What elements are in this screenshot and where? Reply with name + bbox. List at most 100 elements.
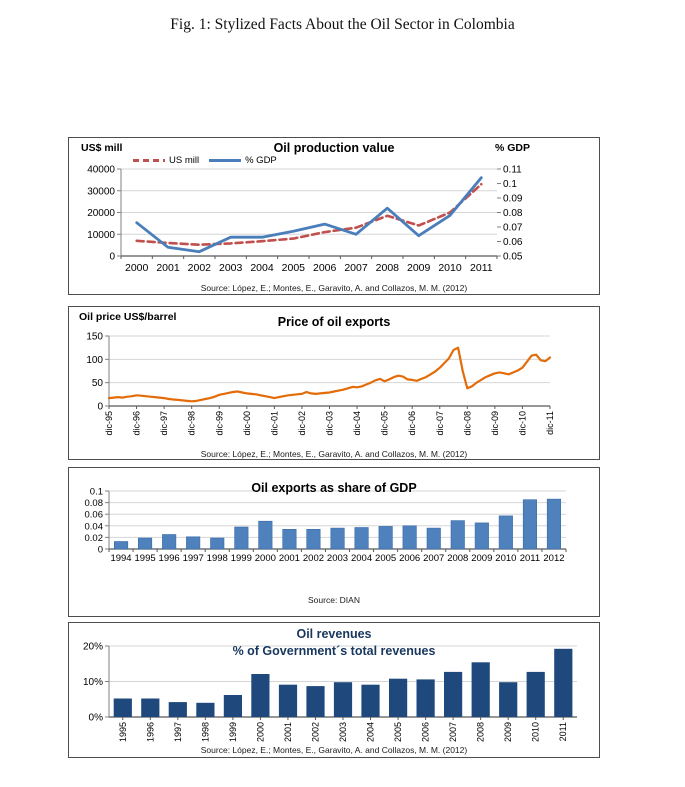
- y-tick-label: 100: [86, 355, 103, 366]
- x-tick-label: 2011: [470, 262, 493, 274]
- x-tick-label: 2007: [344, 262, 368, 274]
- left-axis-title: Oil price US$/barrel: [79, 311, 177, 323]
- x-tick-label: dic-00: [242, 411, 252, 436]
- chart-title: Oil exports as share of GDP: [251, 481, 417, 495]
- y-tick-label: 0: [97, 402, 103, 413]
- x-tick-label: 2005: [282, 262, 306, 274]
- chart-title: Oil revenues: [296, 627, 372, 641]
- y-tick-label: 10000: [87, 230, 115, 241]
- bar: [210, 537, 225, 550]
- bar: [450, 520, 465, 550]
- x-tick-label: 2000: [255, 722, 265, 742]
- bar: [196, 702, 215, 717]
- bar: [223, 695, 242, 717]
- x-tick-label: 1996: [145, 722, 155, 742]
- bar: [361, 684, 380, 717]
- solid-line-swatch: [209, 158, 242, 163]
- legend-item-us-mill: US mill: [133, 155, 199, 166]
- bar: [554, 648, 573, 717]
- x-tick-label: 2005: [375, 553, 396, 564]
- x-tick-label: 2010: [495, 553, 516, 564]
- bar: [162, 534, 177, 550]
- x-tick-label: 2001: [283, 722, 293, 742]
- x-tick-label: 2007: [448, 722, 458, 742]
- y-tick-label: 30000: [87, 186, 115, 197]
- x-tick-label: 1998: [200, 722, 210, 742]
- x-tick-label: dic-98: [187, 411, 197, 436]
- x-tick-label: 1995: [135, 553, 156, 564]
- y-tick-label: 10%: [83, 677, 103, 688]
- bar: [474, 522, 489, 550]
- legend-label: % GDP: [245, 155, 277, 166]
- x-tick-label: 2008: [447, 553, 468, 564]
- x-tick-label: 2006: [313, 262, 337, 274]
- data-series-line: [135, 182, 483, 246]
- y2-tick-label: 0.11: [503, 165, 522, 176]
- panel-oil-production-value: 0 10000 20000 30000 40000 0.05 0.06 0.07 0.08 0.0…: [68, 137, 600, 295]
- bar: [498, 515, 513, 550]
- x-tick-label: 2002: [303, 553, 324, 564]
- source-note: Source: López, E.; Montes, E., Garavito,…: [200, 449, 468, 459]
- bar: [426, 527, 441, 550]
- y-tick-label: 0.04: [85, 521, 104, 532]
- y-tick-label: 40000: [87, 165, 115, 176]
- x-tick-label: dic-04: [352, 411, 362, 436]
- bar: [499, 682, 518, 717]
- x-tick-label: 2005: [393, 722, 403, 742]
- x-tick-label: dic-99: [214, 411, 224, 436]
- x-tick-label: 1999: [228, 722, 238, 742]
- x-tick-label: dic-96: [132, 411, 142, 436]
- bar: [389, 678, 408, 717]
- data-series-line: [135, 176, 483, 254]
- x-tick-label: 2008: [476, 722, 486, 742]
- y2-tick-label: 0.1: [503, 179, 517, 190]
- oil-revenues-chart-canvas: 0% 10% 20% 1995 1996 1997 1998 1999 2000 2001 2002…: [83, 642, 577, 742]
- x-tick-label: 2001: [156, 262, 180, 274]
- x-tick-label: 2008: [376, 262, 400, 274]
- x-tick-label: 2006: [421, 722, 431, 742]
- panel-oil-revenues: 0% 10% 20% 1995 1996 1997 1998 1999 2000 2001 2002…: [68, 622, 600, 758]
- y-tick-label: 20000: [87, 208, 115, 219]
- x-tick-label: 2009: [503, 722, 513, 742]
- bar: [113, 541, 129, 550]
- oil-exports-chart-canvas: 00.020.040.060.080.1 1994 1995 1996 1997 1998…: [85, 487, 567, 564]
- x-tick-label: 2009: [407, 262, 431, 274]
- y-tick-label: 0.08: [85, 498, 104, 509]
- y2-tick-label: 0.08: [503, 208, 523, 219]
- panel-oil-exports-share-gdp: 0 0.02 0.04 0.06 0.08 0.1 1994 1995 1996 1997 1998…: [68, 467, 600, 617]
- x-tick-label: 1996: [159, 553, 180, 564]
- x-tick-label: 2007: [423, 553, 444, 564]
- bar: [306, 528, 321, 550]
- bar: [416, 679, 435, 717]
- bar: [186, 536, 201, 550]
- y-tick-label: 0.06: [85, 510, 104, 521]
- x-tick-label: 1997: [173, 722, 183, 742]
- bar: [333, 682, 353, 717]
- y-tick-label: 0.1: [90, 487, 103, 498]
- bar: [378, 526, 393, 550]
- source-note: Source: López, E.; Montes, E., Garavito,…: [200, 745, 468, 755]
- bar: [282, 528, 297, 550]
- x-tick-label: dic-10: [517, 411, 527, 436]
- bar: [306, 686, 325, 717]
- x-tick-label: 1999: [231, 553, 252, 564]
- bar: [402, 525, 417, 550]
- x-tick-label: 1994: [110, 553, 131, 564]
- x-tick-label: 2000: [255, 553, 276, 564]
- x-tick-label: 2001: [279, 553, 300, 564]
- bar: [278, 684, 298, 717]
- x-tick-label: dic-06: [407, 411, 417, 436]
- legend-label: US mill: [169, 155, 200, 166]
- chart-title: Oil production value: [273, 141, 395, 155]
- x-tick-label: dic-01: [269, 411, 279, 436]
- y-tick-label: 150: [86, 332, 103, 343]
- x-tick-label: 1997: [183, 553, 204, 564]
- y2-tick-label: 0.05: [503, 252, 523, 263]
- x-tick-label: 2010: [531, 722, 541, 742]
- x-tick-label: 2009: [471, 553, 492, 564]
- x-tick-label: 2004: [250, 262, 274, 274]
- x-tick-label: 2006: [399, 553, 420, 564]
- bar: [330, 527, 345, 550]
- y-tick-label: 50: [92, 378, 104, 389]
